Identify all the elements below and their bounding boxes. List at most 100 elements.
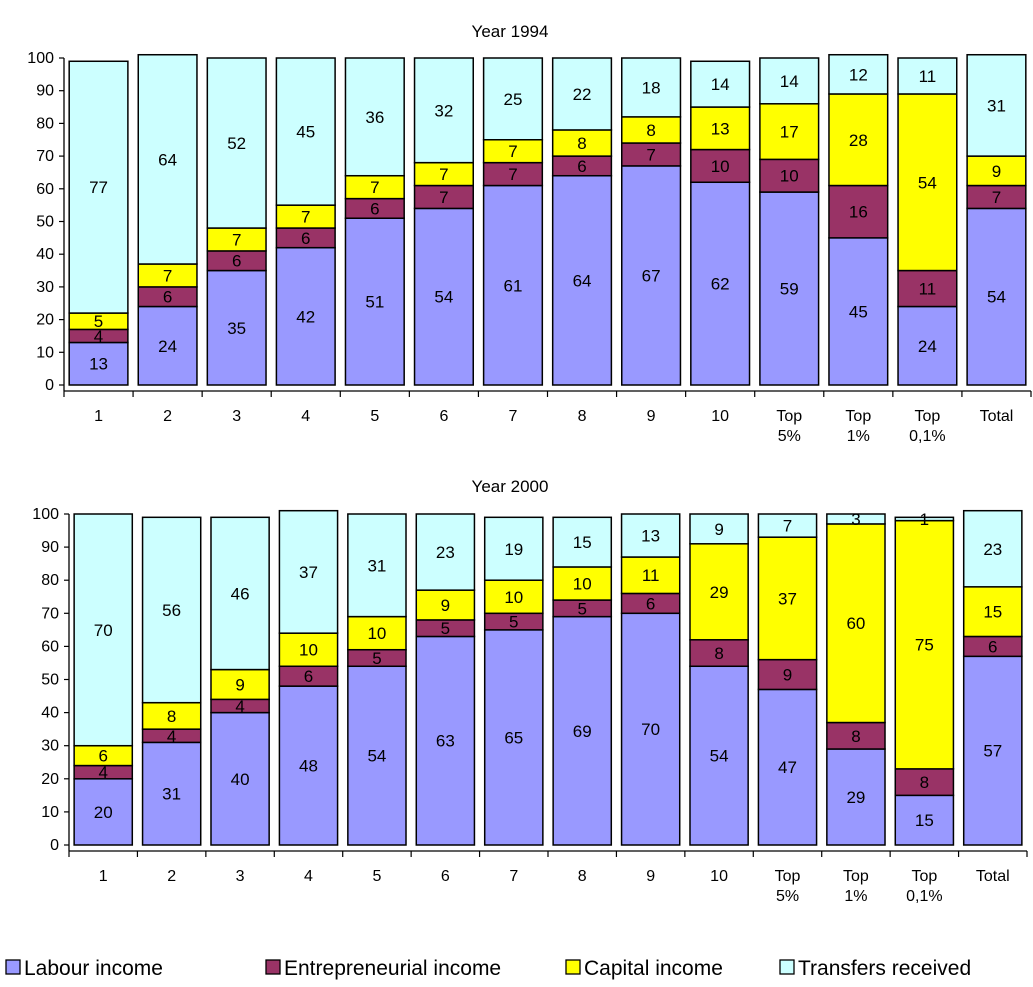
bar-segment-labour-income: [141, 741, 202, 846]
x-tick-label: 9: [647, 408, 656, 425]
y-tick-label: 20: [36, 312, 54, 329]
data-label: 54: [918, 173, 937, 192]
bar-segment-transfers-received: [141, 516, 202, 704]
chart-title: Year 1994: [472, 22, 549, 41]
data-label: 6: [646, 594, 655, 613]
bar-segment-transfers-received: [689, 513, 749, 545]
data-label: 6: [301, 229, 310, 248]
x-tick-label: Top: [914, 408, 940, 425]
data-label: 8: [167, 707, 176, 726]
data-label: 7: [646, 145, 655, 164]
bar-segment-labour-income: [962, 655, 1023, 846]
data-label: 11: [919, 67, 937, 86]
data-label: 64: [573, 271, 592, 290]
x-tick-label: 3: [232, 408, 241, 425]
data-label: 54: [434, 288, 453, 307]
x-tick-label: 10: [711, 408, 729, 425]
data-label: 15: [983, 603, 1002, 622]
data-label: 7: [370, 178, 379, 197]
bar-segment-entrepreneurial-income: [757, 658, 818, 691]
x-tick-label: 6: [439, 408, 448, 425]
data-label: 7: [508, 165, 517, 184]
data-label: 9: [714, 520, 723, 539]
data-label: 52: [227, 134, 246, 153]
data-label: 8: [577, 134, 586, 153]
bar-segment-labour-income: [483, 629, 544, 846]
data-label: 40: [231, 770, 250, 789]
bar-segment-labour-income: [415, 635, 476, 846]
x-tick-label: Top: [911, 868, 937, 885]
data-label: 64: [158, 150, 177, 169]
data-label: 5: [372, 649, 381, 668]
y-tick-label: 60: [36, 181, 54, 198]
bar-segment-entrepreneurial-income: [894, 768, 955, 797]
x-tick-label: 5%: [778, 428, 801, 445]
data-label: 45: [849, 302, 868, 321]
bar-segment-transfers-received: [413, 57, 474, 164]
data-label: 8: [851, 727, 860, 746]
data-label: 18: [642, 78, 661, 97]
y-tick-label: 70: [36, 148, 54, 165]
data-label: 54: [987, 288, 1006, 307]
data-label: 45: [296, 123, 315, 142]
bar-segment-transfers-received: [344, 57, 405, 177]
data-label: 24: [158, 337, 177, 356]
data-label: 13: [89, 355, 108, 374]
data-label: 1: [920, 510, 929, 529]
bar-segment-transfers-received: [347, 513, 407, 618]
x-tick-label: Top: [775, 868, 801, 885]
chart-year-2000: Year 2000 010203040506070809010020467013…: [32, 477, 1028, 905]
data-label: 17: [780, 123, 799, 142]
x-tick-label: 5: [370, 408, 379, 425]
data-label: 70: [94, 621, 113, 640]
data-label: 22: [573, 85, 592, 104]
bar-segment-transfers-received: [620, 513, 681, 558]
bar-segment-labour-income: [551, 174, 613, 386]
data-label: 61: [504, 276, 523, 295]
bar-segment-labour-income: [137, 305, 198, 386]
data-label: 67: [642, 266, 661, 285]
data-label: 51: [365, 293, 384, 312]
data-label: 4: [94, 327, 103, 346]
data-label: 6: [163, 288, 172, 307]
y-tick-label: 50: [36, 214, 54, 231]
data-label: 15: [915, 811, 934, 830]
bar-segment-entrepreneurial-income: [897, 269, 958, 308]
bar-segment-labour-income: [68, 341, 129, 386]
bar-segment-labour-income: [897, 305, 958, 386]
bar-segment-transfers-received: [551, 57, 613, 131]
bar-segment-capital-income: [759, 103, 820, 161]
y-tick-label: 10: [36, 344, 54, 361]
data-label: 23: [983, 540, 1002, 559]
data-label: 6: [988, 637, 997, 656]
data-label: 6: [98, 747, 107, 766]
y-tick-label: 80: [36, 115, 54, 132]
data-label: 14: [711, 75, 730, 94]
data-label: 59: [780, 280, 799, 299]
data-label: 7: [508, 142, 517, 161]
bar-segment-transfers-received: [897, 57, 958, 95]
y-tick-label: 50: [41, 672, 59, 689]
y-tick-label: 30: [36, 279, 54, 296]
bar-segment-capital-income: [210, 668, 270, 701]
bar-segment-entrepreneurial-income: [690, 148, 751, 184]
bar-segment-labour-income: [759, 191, 820, 386]
data-label: 35: [227, 319, 246, 338]
y-tick-label: 0: [45, 377, 54, 394]
x-tick-label: Total: [980, 408, 1014, 425]
y-tick-label: 100: [27, 50, 54, 67]
bar-segment-transfers-received: [482, 57, 544, 141]
legend-label: Entrepreneurial income: [284, 957, 501, 980]
x-tick-label: Top: [845, 408, 871, 425]
bar-segment-labour-income: [757, 688, 818, 846]
bar-segment-transfers-received: [137, 53, 198, 265]
data-label: 31: [987, 96, 1006, 115]
y-tick-label: 0: [50, 837, 59, 854]
data-label: 48: [299, 757, 318, 776]
x-tick-label: 1%: [847, 428, 870, 445]
x-tick-label: 1: [94, 408, 103, 425]
data-label: 5: [577, 599, 586, 618]
chart-year-1994: Year 1994 010203040506070809010013457712…: [27, 22, 1032, 445]
data-label: 19: [504, 540, 523, 559]
